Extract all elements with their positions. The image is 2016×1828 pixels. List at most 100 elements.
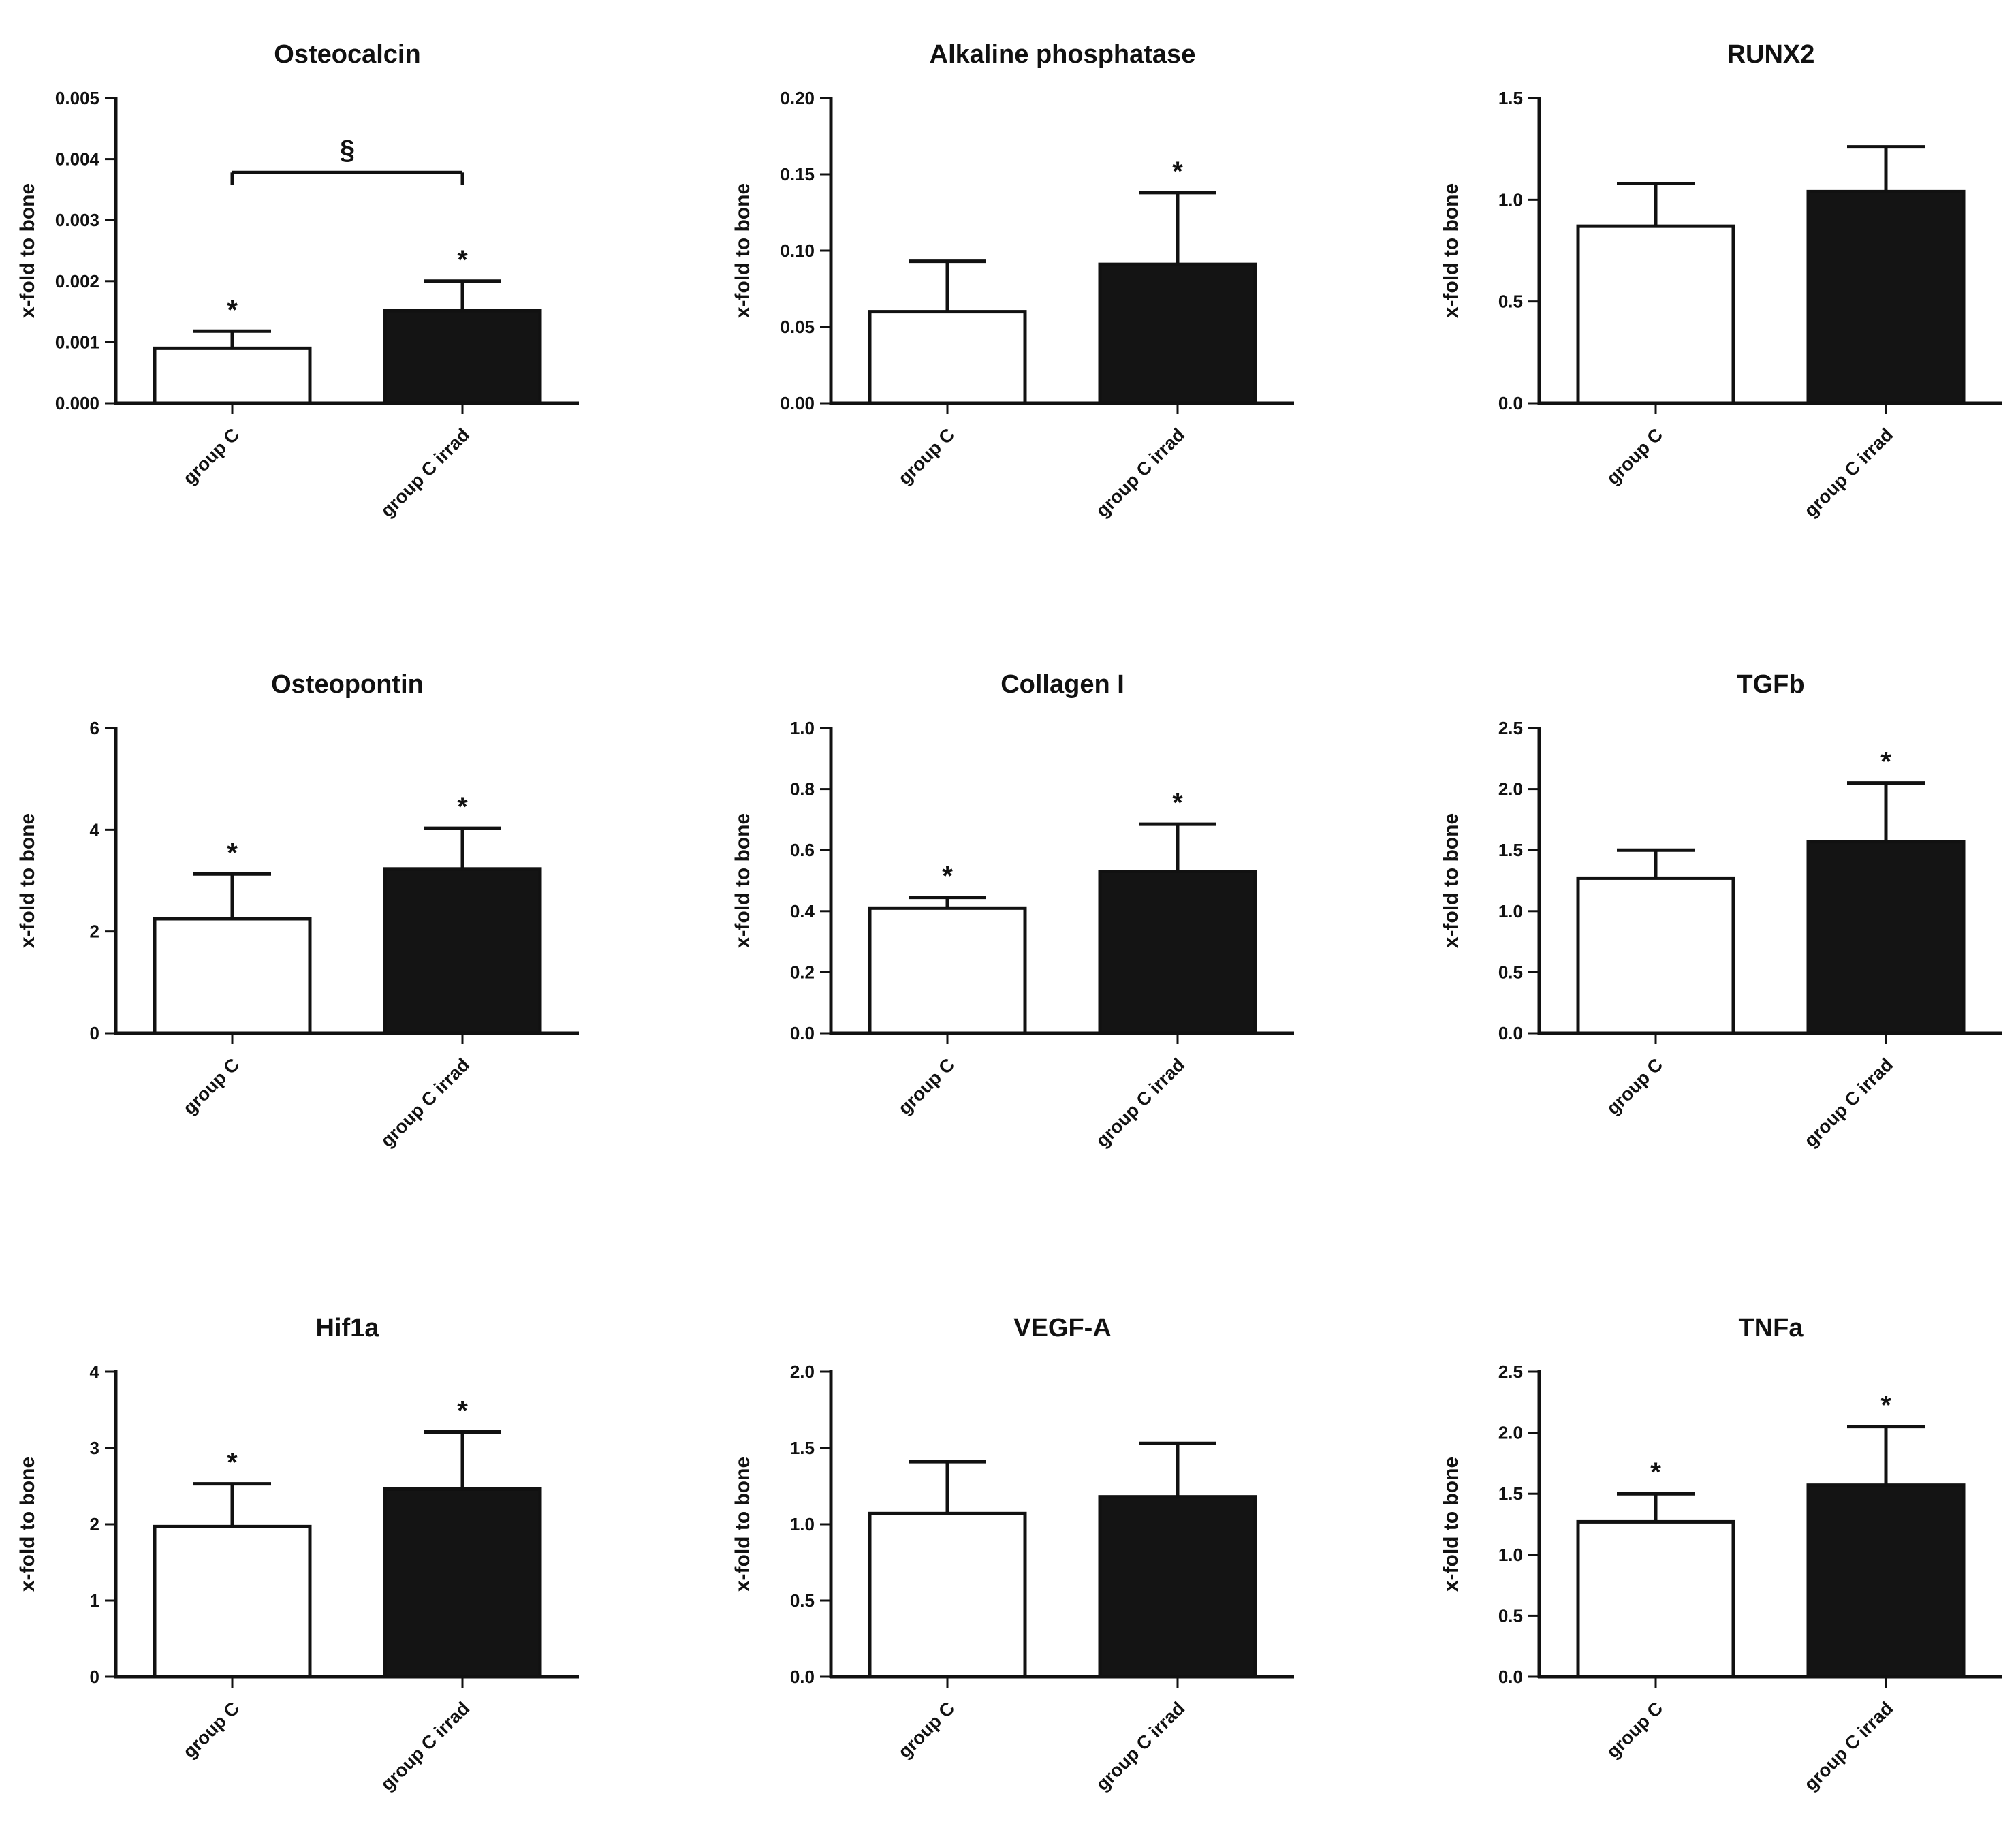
significance-marker: *	[1650, 1457, 1661, 1487]
y-tick-label: 0	[90, 1023, 99, 1043]
chart-title: Alkaline phosphatase	[930, 40, 1196, 69]
y-tick-label: 0.8	[790, 779, 815, 800]
y-tick-label: 2	[90, 921, 99, 942]
x-tick-label: group C irrad	[1092, 1054, 1188, 1151]
x-tick-label: group C irrad	[377, 1698, 473, 1795]
bar-group-c-irrad	[1098, 262, 1257, 405]
bar-group-c-irrad	[1806, 1483, 1966, 1679]
y-tick-label: 0.10	[780, 240, 815, 261]
x-tick-label: group C	[179, 1698, 243, 1762]
chart-title: Osteopontin	[271, 670, 424, 699]
x-tick-label: group C irrad	[1092, 424, 1188, 521]
y-tick-label: 0.5	[1498, 962, 1523, 982]
x-tick-label: group C	[1603, 1698, 1667, 1762]
y-axis-label: x-fold to bone	[16, 1457, 39, 1592]
y-tick-label: 2.5	[1498, 718, 1523, 738]
y-tick-label: 0.15	[780, 164, 815, 185]
y-tick-label: 1.0	[1498, 189, 1523, 210]
bar-group-c	[868, 906, 1027, 1035]
bracket-label: §	[340, 135, 355, 165]
y-tick-label: 1.5	[1498, 840, 1523, 860]
y-tick-label: 2.0	[790, 1361, 815, 1382]
y-tick-label: 2	[90, 1514, 99, 1534]
significance-marker: *	[227, 838, 238, 868]
y-tick-label: 0.5	[1498, 1605, 1523, 1626]
y-tick-label: 0.0	[1498, 1667, 1523, 1687]
bar-group-c	[153, 917, 312, 1035]
bar-group-c-irrad	[1806, 840, 1966, 1035]
x-tick-label: group C	[894, 424, 958, 488]
y-tick-label: 4	[90, 1361, 100, 1382]
bar-group-c-irrad	[383, 309, 542, 405]
y-tick-label: 0.001	[55, 332, 99, 352]
chart-panel-2: Alkaline phosphatase x-fold to bone group …	[731, 40, 1294, 521]
y-axis-label: x-fold to bone	[16, 813, 39, 948]
y-axis-label: x-fold to bone	[731, 1457, 754, 1592]
bar-group-c-irrad	[1098, 870, 1257, 1035]
bar-group-c	[1576, 876, 1735, 1035]
y-tick-label: 0.5	[1498, 291, 1523, 312]
x-tick-label: group C irrad	[1800, 1054, 1897, 1151]
y-tick-label: 1.0	[790, 718, 815, 738]
y-tick-label: 0.0	[790, 1667, 815, 1687]
chart-panel-9: TNFa x-fold to bone * group C * group C irrad…	[1440, 1314, 2002, 1795]
y-tick-label: 2.0	[1498, 779, 1523, 800]
chart-panel-3: RUNX2 x-fold to bone group C group C irrad 0…	[1440, 40, 2002, 521]
x-tick-label: group C	[179, 424, 243, 488]
chart-title: Collagen I	[1001, 670, 1124, 699]
y-tick-label: 2.5	[1498, 1361, 1523, 1382]
y-axis-label: x-fold to bone	[16, 183, 39, 318]
bar-group-c	[1576, 1519, 1735, 1679]
chart-title: RUNX2	[1727, 40, 1815, 69]
bar-group-c-irrad	[383, 867, 542, 1035]
y-axis-label: x-fold to bone	[731, 813, 754, 948]
bar-group-c-irrad	[1806, 189, 1966, 405]
chart-title: VEGF-A	[1013, 1314, 1112, 1342]
chart-title: Osteocalcin	[274, 40, 420, 69]
x-tick-label: group C	[1603, 424, 1667, 488]
y-tick-label: 3	[90, 1438, 99, 1458]
y-tick-label: 0.4	[790, 901, 815, 921]
significance-marker: *	[1880, 1391, 1891, 1421]
significance-marker: *	[1880, 747, 1891, 777]
y-tick-label: 2.0	[1498, 1423, 1523, 1443]
x-tick-label: group C irrad	[1800, 424, 1897, 521]
x-tick-label: group C	[179, 1054, 243, 1118]
bar-group-c-irrad	[1098, 1495, 1257, 1679]
y-tick-label: 0.20	[780, 88, 815, 108]
bar-group-c	[868, 310, 1027, 405]
x-tick-label: group C irrad	[1092, 1698, 1188, 1795]
y-tick-label: 0.0	[790, 1023, 815, 1043]
y-tick-label: 1	[90, 1590, 99, 1611]
y-tick-label: 1.5	[1498, 88, 1523, 108]
x-tick-label: group C irrad	[1800, 1698, 1897, 1795]
bar-group-c	[153, 346, 312, 405]
chart-title: TNFa	[1739, 1314, 1804, 1342]
y-tick-label: 0.0	[1498, 393, 1523, 413]
y-tick-label: 0.0	[1498, 1023, 1523, 1043]
significance-marker: *	[457, 792, 468, 822]
chart-title: Hif1a	[316, 1314, 380, 1342]
y-tick-label: 0.5	[790, 1590, 815, 1611]
bar-group-c	[868, 1511, 1027, 1679]
significance-marker: *	[227, 1448, 238, 1478]
y-tick-label: 0.004	[55, 149, 100, 170]
y-axis-label: x-fold to bone	[1440, 183, 1462, 318]
chart-panel-8: VEGF-A x-fold to bone group C group C irrad…	[731, 1314, 1294, 1795]
x-tick-label: group C	[894, 1698, 958, 1762]
x-tick-label: group C irrad	[377, 424, 473, 521]
bar-group-c	[1576, 224, 1735, 405]
y-tick-label: 0.002	[55, 271, 99, 291]
y-tick-label: 1.0	[1498, 901, 1523, 921]
bar-group-c-irrad	[383, 1487, 542, 1679]
y-tick-label: 1.0	[790, 1514, 815, 1534]
significance-marker: *	[227, 295, 238, 325]
y-tick-label: 0.00	[780, 393, 815, 413]
x-tick-label: group C	[1603, 1054, 1667, 1118]
y-tick-label: 0	[90, 1667, 99, 1687]
chart-panel-1: Osteocalcin x-fold to bone * group C * group …	[16, 40, 579, 521]
x-tick-label: group C irrad	[377, 1054, 473, 1151]
y-tick-label: 0.2	[790, 962, 815, 982]
y-tick-label: 0.6	[790, 840, 815, 860]
chart-panel-5: Collagen I x-fold to bone * group C * group C…	[731, 670, 1294, 1151]
